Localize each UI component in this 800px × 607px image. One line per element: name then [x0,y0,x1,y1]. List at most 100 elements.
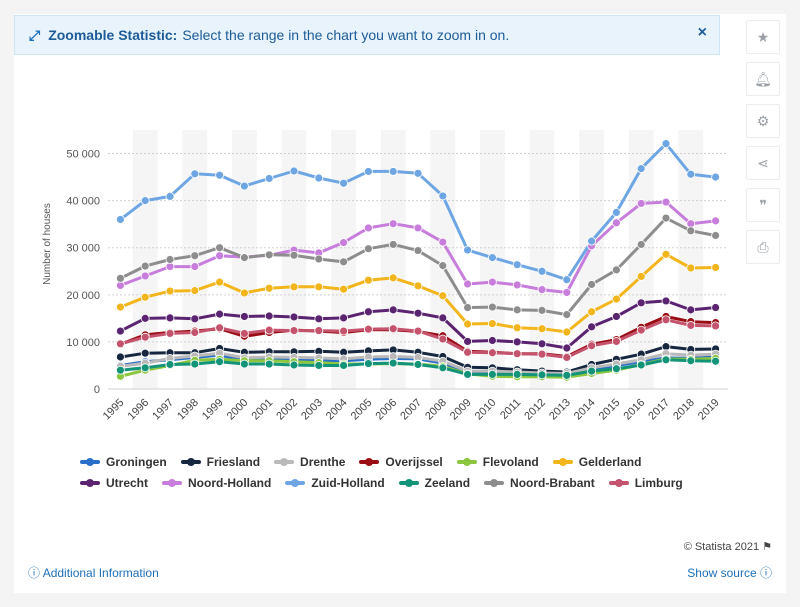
data-point-limburg[interactable] [438,334,448,344]
data-point-utrecht[interactable] [463,337,473,346]
close-icon[interactable]: × [697,24,707,41]
data-point-zeeland[interactable] [587,366,596,376]
data-point-noord-holland[interactable] [438,237,448,247]
data-point-limburg[interactable] [562,353,572,362]
data-point-zeeland[interactable] [289,360,299,370]
data-point-utrecht[interactable] [612,312,621,321]
data-point-noord-brabant[interactable] [711,231,720,240]
data-point-noord-holland[interactable] [636,199,646,208]
data-point-noord-brabant[interactable] [264,250,274,260]
data-point-noord-holland[interactable] [562,288,572,297]
data-point-noord-holland[interactable] [190,262,200,271]
data-point-utrecht[interactable] [562,343,572,353]
data-point-zeeland[interactable] [190,359,200,369]
data-point-utrecht[interactable] [289,312,299,322]
star-icon[interactable]: ★ [746,20,780,54]
data-point-friesland[interactable] [116,352,125,362]
data-point-utrecht[interactable] [636,298,646,308]
data-point-zuid-holland[interactable] [116,215,125,224]
data-point-noord-brabant[interactable] [413,246,423,255]
data-point-gelderland[interactable] [413,281,423,291]
data-point-zuid-holland[interactable] [487,253,497,263]
data-point-noord-holland[interactable] [363,223,373,233]
data-point-zeeland[interactable] [314,361,324,370]
data-point-zuid-holland[interactable] [165,191,175,201]
data-point-zuid-holland[interactable] [264,174,274,183]
data-point-zeeland[interactable] [661,355,671,365]
series-line-gelderland[interactable] [119,252,716,334]
data-point-gelderland[interactable] [388,273,398,283]
data-point-limburg[interactable] [314,326,324,336]
data-point-utrecht[interactable] [339,313,349,323]
data-point-zeeland[interactable] [239,359,249,369]
data-point-zuid-holland[interactable] [363,167,373,176]
bell-icon[interactable]: 🔔︎ [746,62,780,96]
data-point-gelderland[interactable] [487,319,497,328]
data-point-noord-holland[interactable] [339,238,349,247]
data-point-zuid-holland[interactable] [512,260,522,270]
data-point-gelderland[interactable] [314,282,324,292]
data-point-zuid-holland[interactable] [314,173,324,183]
data-point-gelderland[interactable] [612,294,621,304]
data-point-zeeland[interactable] [612,364,621,374]
data-point-utrecht[interactable] [264,311,274,321]
legend-item-noord-brabant[interactable]: Noord-Brabant [484,476,595,490]
data-point-utrecht[interactable] [239,312,249,321]
data-point-gelderland[interactable] [438,291,448,301]
data-point-friesland[interactable] [140,348,150,358]
data-point-zuid-holland[interactable] [215,170,225,180]
data-point-zeeland[interactable] [116,365,125,375]
data-point-utrecht[interactable] [314,314,324,324]
data-point-zeeland[interactable] [363,359,373,368]
data-point-zeeland[interactable] [140,363,150,373]
data-point-noord-holland[interactable] [512,280,522,290]
data-point-gelderland[interactable] [661,249,671,259]
data-point-zuid-holland[interactable] [612,208,621,217]
data-point-limburg[interactable] [388,324,398,334]
data-point-noord-brabant[interactable] [239,253,249,263]
data-point-gelderland[interactable] [339,284,349,294]
data-point-zeeland[interactable] [537,370,547,380]
data-point-limburg[interactable] [612,337,621,346]
data-point-noord-brabant[interactable] [438,261,448,271]
additional-info-link[interactable]: ⓘ Additional Information [28,566,159,580]
data-point-limburg[interactable] [140,332,150,342]
data-point-zuid-holland[interactable] [289,166,299,176]
data-point-zeeland[interactable] [686,356,696,366]
data-point-limburg[interactable] [587,341,596,351]
data-point-zeeland[interactable] [562,370,572,380]
data-point-limburg[interactable] [190,328,200,337]
legend-item-limburg[interactable]: Limburg [608,476,683,490]
data-point-zeeland[interactable] [165,360,175,369]
data-point-limburg[interactable] [363,324,373,334]
data-point-zeeland[interactable] [339,361,349,370]
data-point-noord-holland[interactable] [388,219,398,229]
data-point-noord-brabant[interactable] [686,226,696,236]
show-source-link[interactable]: Show source ⓘ [687,566,772,580]
data-point-gelderland[interactable] [116,302,125,312]
data-point-utrecht[interactable] [363,307,373,317]
data-point-limburg[interactable] [487,348,497,358]
data-point-noord-holland[interactable] [463,279,473,289]
data-point-noord-holland[interactable] [140,271,150,281]
data-point-noord-brabant[interactable] [537,305,547,315]
data-point-utrecht[interactable] [140,313,150,323]
data-point-utrecht[interactable] [438,313,448,323]
data-point-noord-holland[interactable] [537,285,547,295]
data-point-gelderland[interactable] [165,286,175,296]
data-point-gelderland[interactable] [636,272,646,281]
data-point-zuid-holland[interactable] [587,236,596,246]
data-point-limburg[interactable] [339,326,349,336]
data-point-zuid-holland[interactable] [388,167,398,176]
data-point-limburg[interactable] [264,325,274,335]
data-point-zeeland[interactable] [512,370,522,379]
data-point-zuid-holland[interactable] [562,275,572,285]
data-point-limburg[interactable] [165,329,175,338]
data-point-gelderland[interactable] [686,263,696,273]
data-point-utrecht[interactable] [587,322,596,332]
legend-item-utrecht[interactable]: Utrecht [80,476,148,490]
data-point-zeeland[interactable] [463,370,473,379]
print-icon[interactable]: ⎙ [746,230,780,264]
data-point-gelderland[interactable] [587,307,596,317]
data-point-utrecht[interactable] [215,309,225,319]
